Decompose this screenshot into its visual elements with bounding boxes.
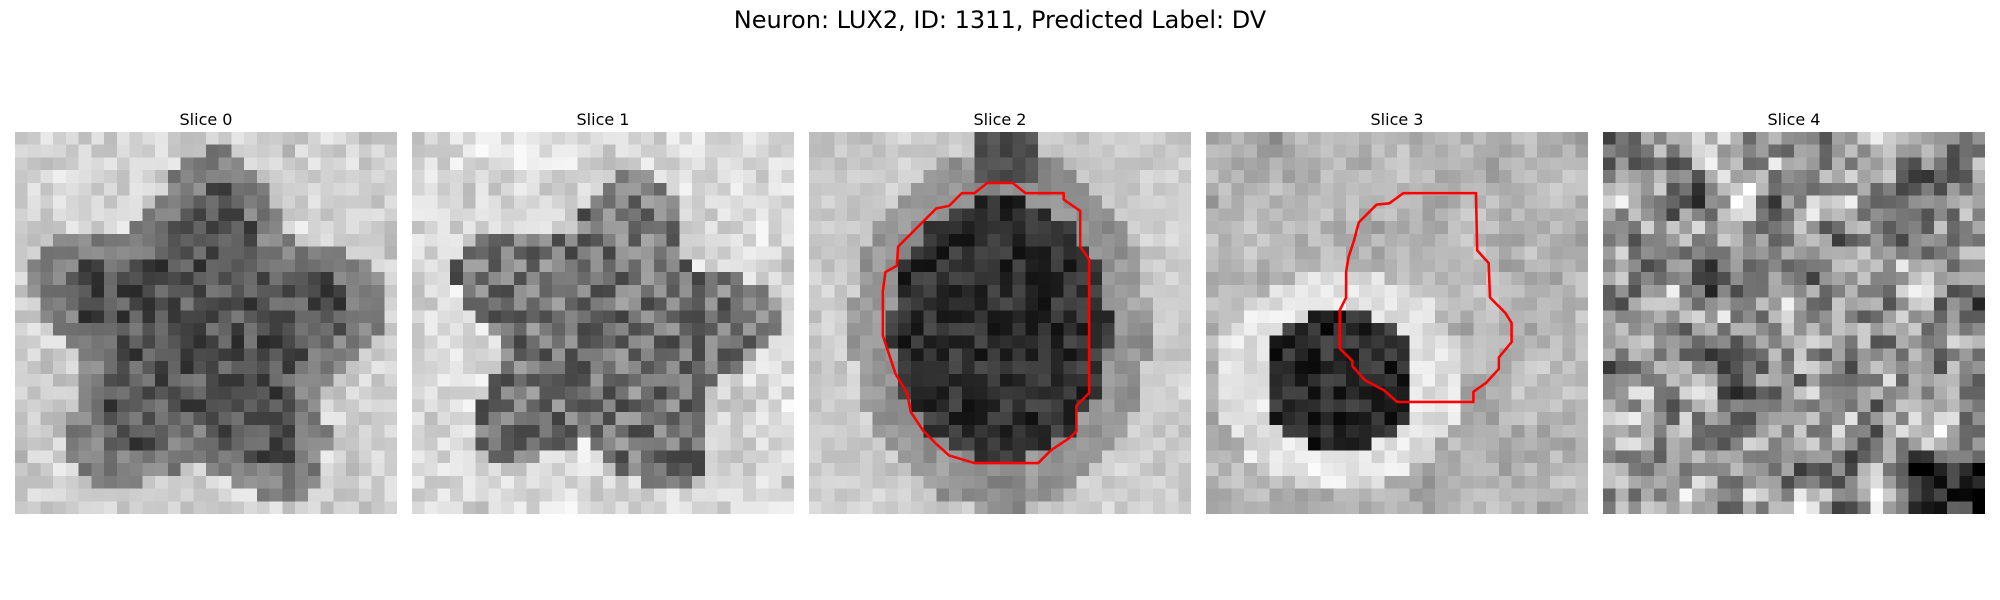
- slice-panel-0: Slice 0: [15, 108, 397, 514]
- slice-title-1: Slice 1: [576, 110, 630, 129]
- slice-title-2: Slice 2: [973, 110, 1027, 129]
- segmentation-contour: [881, 181, 1091, 465]
- slice-panel-4: Slice 4: [1603, 108, 1985, 514]
- pixel-grid: [1603, 132, 1985, 514]
- segmentation-contour: [1338, 191, 1513, 404]
- slice-panel-1: Slice 1: [412, 108, 794, 514]
- pixel-grid: [412, 132, 794, 514]
- pixel-grid: [1206, 132, 1588, 514]
- slice-title-0: Slice 0: [179, 110, 233, 129]
- slice-image-2: [809, 132, 1191, 514]
- slice-title-3: Slice 3: [1370, 110, 1424, 129]
- slice-image-3: [1206, 132, 1588, 514]
- figure-title: Neuron: LUX2, ID: 1311, Predicted Label:…: [733, 6, 1267, 34]
- slice-panel-2: Slice 2: [809, 108, 1191, 514]
- slice-image-1: [412, 132, 794, 514]
- slice-title-4: Slice 4: [1767, 110, 1821, 129]
- pixel-grid: [15, 132, 397, 514]
- pixel-grid: [809, 132, 1191, 514]
- slice-panel-3: Slice 3: [1206, 108, 1588, 514]
- slice-image-0: [15, 132, 397, 514]
- slice-image-4: [1603, 132, 1985, 514]
